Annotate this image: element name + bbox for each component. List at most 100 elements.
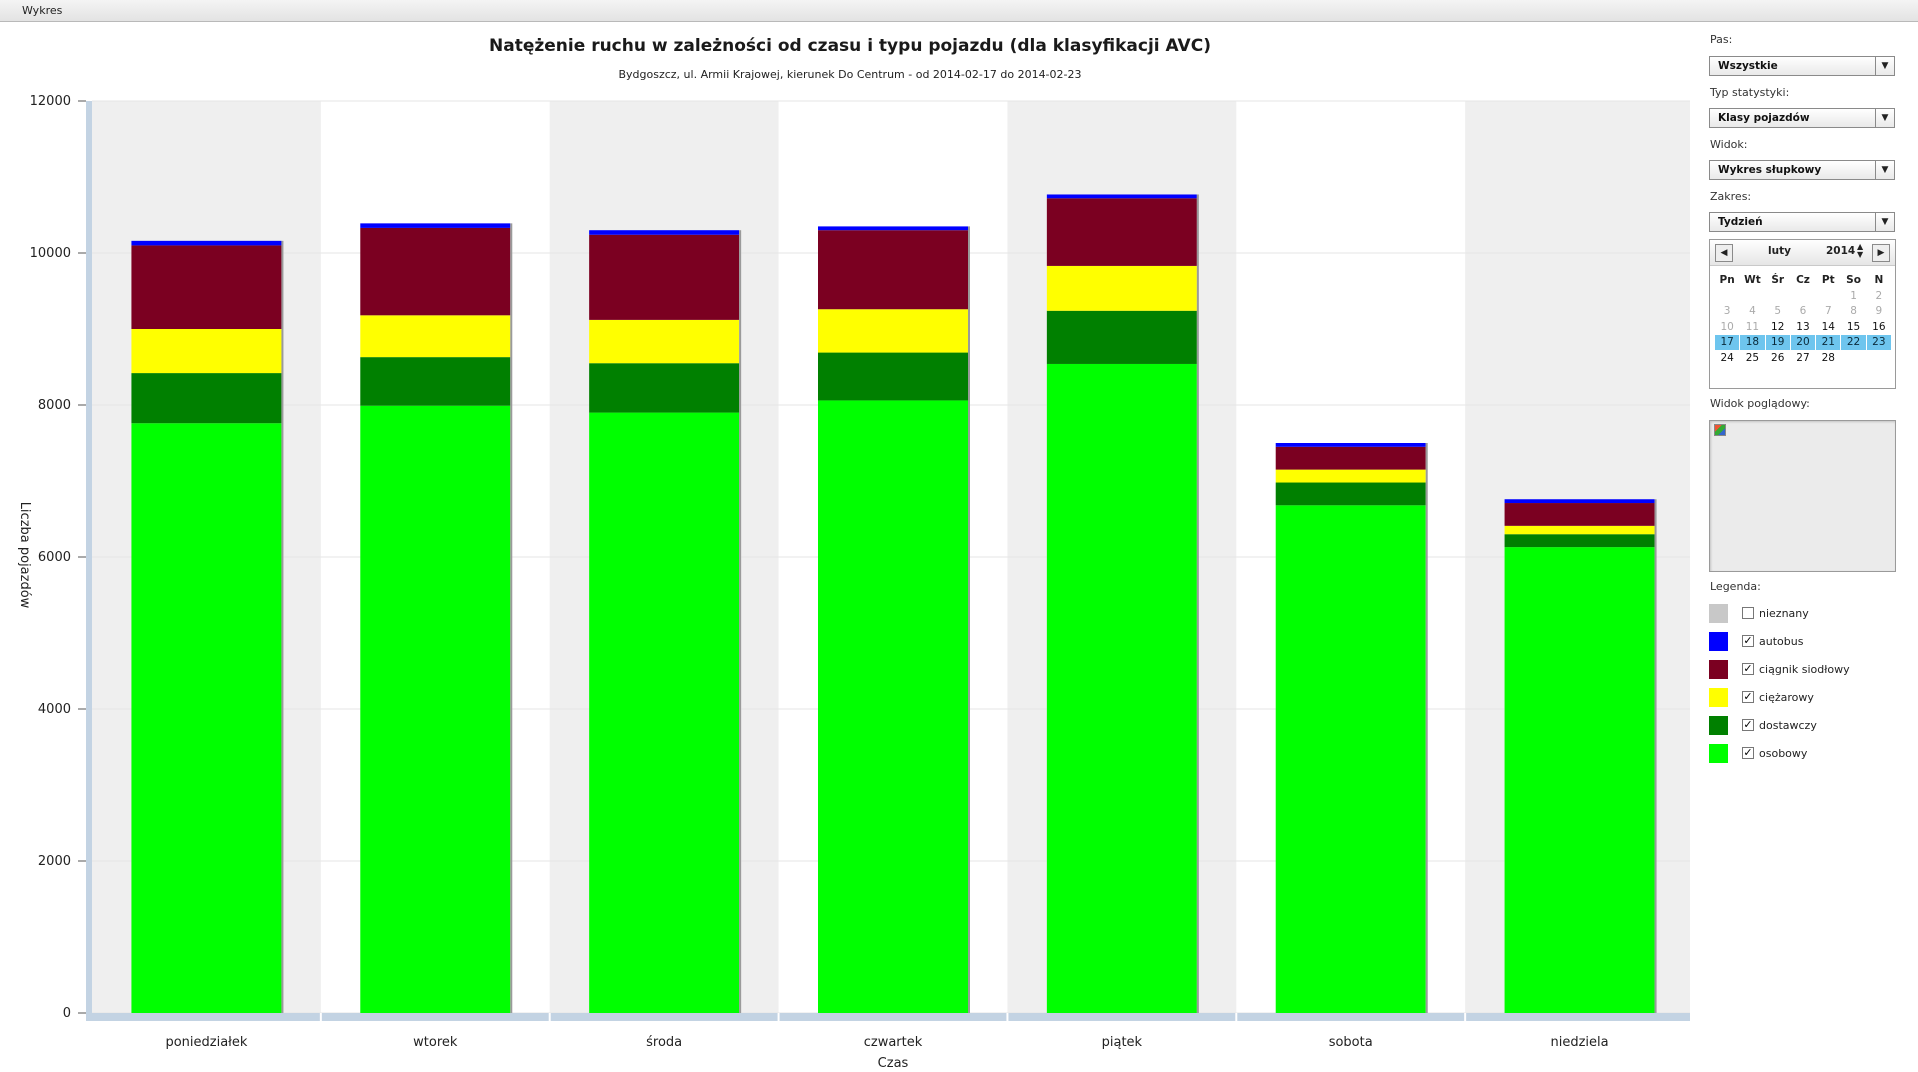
- calendar-day[interactable]: 1: [1850, 289, 1857, 302]
- calendar-empty-cell: [1791, 289, 1815, 304]
- bar-segment: [589, 234, 740, 320]
- bar-segment: [1275, 446, 1426, 470]
- bar-shadow: [739, 230, 742, 1013]
- x-axis-line: [86, 1013, 1690, 1021]
- bar-shadow: [510, 223, 513, 1014]
- y-tick-label: 8000: [38, 398, 71, 413]
- calendar-day[interactable]: 21: [1816, 335, 1841, 350]
- x-axis-label: Czas: [878, 1056, 909, 1071]
- calendar-month[interactable]: luty: [1768, 245, 1791, 257]
- legend-checkbox[interactable]: ✓: [1742, 662, 1754, 675]
- typ-statystyki-value: Klasy pojazdów: [1718, 112, 1810, 124]
- calendar-day[interactable]: 15: [1846, 320, 1861, 333]
- calendar-day[interactable]: 19: [1765, 335, 1790, 350]
- widok-select[interactable]: Wykres słupkowy ▼: [1709, 160, 1895, 180]
- calendar-day[interactable]: 16: [1872, 320, 1886, 333]
- calendar-day[interactable]: 22: [1841, 335, 1866, 350]
- calendar-grid: Pn Wt Śr Cz Pt So N 1 2 3 4 5 6 7 8 9 10 11 12 13 14 15 16 17 18…: [1715, 273, 1891, 365]
- pas-select[interactable]: Wszystkie ▼: [1709, 56, 1895, 76]
- legend-checkbox[interactable]: ✓: [1742, 718, 1754, 731]
- bar-segment: [131, 423, 282, 1013]
- legend-label: Legenda:: [1710, 580, 1761, 593]
- bar-segment: [1504, 534, 1655, 548]
- bar-segment: [1275, 469, 1426, 483]
- typ-statystyki-select[interactable]: Klasy pojazdów ▼: [1709, 108, 1895, 128]
- calendar-day[interactable]: 10: [1720, 320, 1734, 333]
- legend-label: osobowy: [1759, 747, 1808, 760]
- bar-segment: [589, 319, 740, 364]
- bar-segment: [589, 412, 740, 1014]
- legend-checkbox[interactable]: ✓: [1742, 634, 1754, 647]
- bar-segment: [131, 373, 282, 424]
- bar-segment: [1504, 503, 1655, 526]
- calendar-day[interactable]: 28: [1821, 351, 1835, 364]
- legend-checkbox[interactable]: ✓: [1742, 746, 1754, 759]
- y-tick-label: 2000: [38, 854, 71, 869]
- calendar-day[interactable]: 18: [1740, 335, 1765, 350]
- calendar-empty-cell: [1715, 289, 1739, 304]
- y-axis-label: Liczba pojazdów: [17, 502, 32, 609]
- chevron-down-icon[interactable]: ▼: [1875, 109, 1894, 127]
- next-month-button[interactable]: ▶: [1872, 244, 1890, 262]
- bar-segment: [131, 240, 282, 246]
- calendar-day[interactable]: 5: [1774, 305, 1782, 317]
- bar-segment: [1046, 194, 1197, 199]
- bar-segment: [1275, 443, 1426, 447]
- calendar-header: ◀ luty 2014 ▲ ▼ ▶: [1710, 240, 1895, 266]
- calendar-day[interactable]: 2: [1875, 289, 1883, 302]
- calendar-day[interactable]: 27: [1796, 351, 1810, 364]
- calendar-day[interactable]: 14: [1821, 320, 1835, 333]
- legend-checkbox[interactable]: ✓: [1742, 690, 1754, 703]
- calendar-day[interactable]: 11: [1745, 320, 1760, 333]
- calendar-day[interactable]: 3: [1723, 305, 1731, 317]
- y-tick-label: 6000: [38, 550, 71, 565]
- calendar-day[interactable]: 4: [1749, 305, 1756, 317]
- calendar-day[interactable]: 13: [1796, 320, 1810, 333]
- bar-segment: [818, 230, 968, 310]
- y-tick-label: 4000: [38, 702, 71, 717]
- y-axis-line: [86, 101, 92, 1021]
- calendar-day[interactable]: 24: [1720, 351, 1734, 364]
- bar-shadow: [968, 226, 970, 1013]
- calendar-day[interactable]: 23: [1866, 335, 1891, 350]
- tab-wykres[interactable]: Wykres: [22, 4, 63, 17]
- x-tick-label: czwartek: [864, 1035, 923, 1050]
- legend-label: ciężarowy: [1759, 691, 1814, 704]
- preview-label: Widok poglądowy:: [1710, 397, 1810, 410]
- calendar-day[interactable]: 26: [1771, 351, 1785, 364]
- calendar-day[interactable]: 8: [1850, 305, 1857, 317]
- calendar-empty-cell: [1766, 289, 1790, 304]
- calendar-day-header: Pt: [1821, 274, 1835, 286]
- widok-label: Widok:: [1710, 138, 1748, 151]
- zakres-select[interactable]: Tydzień ▼: [1709, 212, 1895, 232]
- year-spinner-icon[interactable]: ▲ ▼: [1857, 242, 1864, 259]
- chevron-down-icon[interactable]: ▼: [1875, 57, 1894, 75]
- bar-shadow: [1196, 194, 1199, 1014]
- calendar-empty-cell: [1740, 289, 1764, 304]
- legend-swatch: [1709, 604, 1728, 623]
- bar-segment: [1504, 499, 1655, 504]
- x-tick-label: piątek: [1102, 1035, 1143, 1050]
- bar-segment: [818, 226, 968, 231]
- legend-checkbox[interactable]: [1742, 607, 1754, 619]
- calendar-day[interactable]: 25: [1745, 351, 1760, 364]
- calendar-day[interactable]: 7: [1824, 305, 1832, 317]
- calendar-day[interactable]: 20: [1790, 335, 1816, 350]
- calendar-day[interactable]: 17: [1715, 335, 1740, 350]
- bar-segment: [360, 357, 511, 406]
- pas-select-value: Wszystkie: [1718, 60, 1778, 72]
- x-tick-label: niedziela: [1551, 1035, 1609, 1050]
- y-tick-label: 10000: [30, 246, 71, 261]
- calendar-year[interactable]: 2014: [1826, 245, 1856, 257]
- chevron-down-icon[interactable]: ▼: [1875, 213, 1894, 231]
- bar-segment: [1504, 547, 1655, 1013]
- calendar-empty-cell: [1816, 289, 1840, 304]
- chevron-down-icon[interactable]: ▼: [1875, 161, 1894, 179]
- calendar-day[interactable]: 12: [1771, 320, 1785, 333]
- chart-title: Natężenie ruchu w zależności od czasu i …: [489, 36, 1211, 56]
- calendar-day[interactable]: 9: [1875, 305, 1883, 317]
- calendar-day[interactable]: 6: [1799, 305, 1807, 317]
- zakres-label: Zakres:: [1710, 190, 1752, 203]
- x-tick-label: środa: [646, 1035, 682, 1050]
- prev-month-button[interactable]: ◀: [1715, 244, 1733, 262]
